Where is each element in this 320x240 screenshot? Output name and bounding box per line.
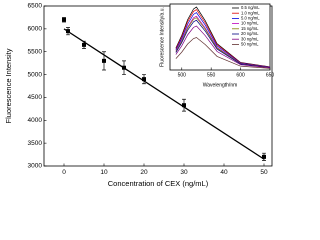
line [175,6,271,68]
point [262,154,266,159]
x-tick-label: 550 [207,72,216,78]
x-tick-label: 650 [266,72,275,78]
x-tick-label: 20 [140,169,148,176]
point [102,58,106,63]
x-tick-label: 50 [260,169,268,176]
legend-label: 30 ng/mL [241,36,259,41]
point [82,42,86,47]
line [175,17,271,68]
chart: 0 10 20 30 40 50 3000 3500 4000 4500 5000 5500 6000 6… [4,3,275,188]
y-tick-label: 6500 [28,3,43,10]
point [122,65,126,70]
y-tick-label: 5000 [28,71,43,78]
y-axis-label: Fluorescence Intensity [4,48,13,123]
y-axis-label: Fluorescence Intensity/a.u. [159,7,165,67]
y-tick-label: 3000 [28,163,43,170]
line [175,19,271,68]
x-tick-label: 10 [100,169,108,176]
legend-label: 20 ng/mL [241,31,259,36]
line [175,25,271,69]
point [182,103,186,108]
legend-label: 50 ng/mL [241,42,259,47]
x-tick-label: 500 [178,72,187,78]
legend-label: 1.0 ng/mL [241,10,260,15]
x-tick-label: 40 [220,169,228,176]
fit-line [63,28,265,160]
y-tick-label: 6000 [28,26,43,33]
x-tick-label: 0 [62,169,66,176]
point [66,29,70,34]
legend-label: 0.5 ng/mL [241,5,260,10]
x-axis-label: Concentration of CEX (ng/mL) [108,179,209,188]
x-axis-label: Wavelength/nm [203,82,238,88]
legend-label: 10 ng/mL [241,21,259,26]
line [175,37,271,69]
x-tick-label: 30 [180,169,188,176]
legend-label: 15 ng/mL [241,26,259,31]
plot-frame [43,5,273,167]
line [175,9,271,68]
point [142,77,146,82]
legend-label: 5.0 ng/mL [241,16,260,21]
x-tick-label: 600 [236,72,245,78]
y-tick-label: 4500 [28,94,43,101]
y-tick-label: 4000 [28,117,43,124]
point [62,17,66,22]
y-tick-label: 3500 [28,140,43,147]
y-tick-label: 5500 [28,48,43,55]
line [175,12,271,68]
